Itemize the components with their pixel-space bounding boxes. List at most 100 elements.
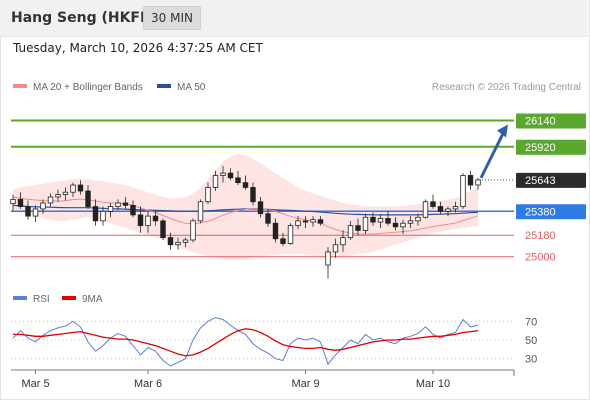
candle	[250, 182, 256, 206]
candle	[317, 216, 324, 226]
candle-body	[92, 206, 99, 222]
candle-body	[175, 241, 181, 246]
candle	[17, 192, 24, 209]
level-label-25000: 25000	[525, 252, 556, 264]
candle	[115, 199, 121, 211]
candle-body	[122, 202, 129, 206]
candle-body	[310, 219, 316, 223]
candle	[92, 199, 99, 226]
candle-body	[100, 210, 106, 222]
legend-swatch-0	[13, 84, 27, 88]
candle-body	[10, 198, 16, 204]
candle-body	[40, 202, 46, 210]
credit-text: Research © 2026 Trading Central	[432, 82, 581, 93]
candle-body	[302, 220, 309, 223]
candle	[310, 216, 316, 227]
level-tag-25380	[516, 204, 586, 220]
instrument-title: Hang Seng (HKFE)	[11, 10, 156, 26]
rsi-tick-70: 70	[525, 316, 537, 328]
candle	[272, 218, 279, 243]
time-tick-label-2: Mar 9	[291, 378, 319, 390]
candle-body	[182, 239, 189, 243]
candle	[145, 211, 151, 233]
candle-body	[280, 238, 286, 244]
candle-body	[340, 237, 346, 246]
candle	[467, 170, 474, 190]
candle	[212, 170, 219, 191]
candle-body	[272, 222, 279, 240]
candle-body	[197, 201, 204, 222]
time-axis: Mar 5 Mar 6 Mar 9 Mar 10	[11, 369, 515, 390]
candle-body	[242, 182, 249, 188]
candle-body	[332, 244, 339, 253]
level-label-26140: 26140	[525, 116, 556, 128]
candle	[385, 211, 391, 226]
legend-label-1: MA 50	[177, 82, 206, 93]
level-tag-26140	[516, 113, 586, 129]
candle-body	[250, 187, 256, 203]
chart-header: Hang Seng (HKFE) 30 MIN	[0, 0, 588, 37]
price-panel: MA 20 + Bollinger Bands MA 50 Research © 2…	[10, 82, 586, 279]
candle	[175, 237, 181, 250]
projection-arrow	[479, 130, 506, 179]
candle-body	[437, 206, 444, 212]
candle	[340, 230, 346, 252]
candle	[77, 180, 84, 195]
candle-body	[227, 172, 234, 179]
timestamp: Tuesday, March 10, 2026 4:37:25 AM CET	[13, 41, 263, 55]
candle	[362, 213, 369, 234]
candle-body	[362, 216, 369, 231]
candle	[182, 237, 189, 248]
rsi-legend-label-0: RSI	[33, 294, 50, 305]
candle	[47, 193, 54, 207]
candle-body	[130, 204, 136, 216]
candle-body	[85, 190, 91, 207]
interval-badge[interactable]: 30 MIN	[143, 6, 201, 30]
rsi-tick-30: 30	[525, 354, 537, 366]
candle	[160, 218, 166, 240]
candle-body	[190, 220, 196, 241]
candle-body	[62, 191, 69, 195]
candle	[205, 182, 211, 205]
candle-body	[160, 220, 166, 238]
candle	[475, 177, 481, 190]
candle	[302, 216, 309, 229]
candle	[107, 202, 114, 218]
candle-body	[467, 175, 474, 186]
candle-body	[430, 201, 436, 207]
candle	[370, 212, 376, 226]
candle-body	[475, 179, 481, 186]
candle	[70, 182, 76, 197]
candle	[437, 201, 444, 214]
candle-body	[55, 194, 61, 198]
candle-body	[452, 206, 459, 210]
candle	[347, 220, 354, 240]
time-tick-label-1: Mar 6	[134, 378, 162, 390]
projection-arrow-head	[497, 124, 508, 138]
candle-body	[370, 216, 376, 223]
candle-body	[460, 175, 466, 207]
candle-body	[445, 208, 451, 212]
candle-body	[377, 218, 384, 223]
candle-body	[265, 213, 271, 224]
rsi-line	[12, 317, 479, 367]
level-tag-25643	[516, 172, 586, 188]
time-tick-label-3: Mar 10	[416, 378, 450, 390]
candle	[197, 199, 204, 224]
candle	[10, 194, 16, 212]
level-label-25643: 25643	[525, 175, 556, 187]
rsi-ma-line	[13, 328, 479, 357]
candle	[100, 206, 106, 226]
candle-body	[400, 222, 406, 228]
level-tag-25920	[516, 139, 586, 155]
candle	[62, 187, 69, 201]
candle-body	[325, 251, 331, 266]
candle-body	[287, 225, 294, 244]
rsi-panel: RSI 9MA 70 50 30	[11, 294, 537, 367]
candle	[85, 185, 91, 209]
candle	[280, 232, 286, 246]
time-tick-label-0: Mar 5	[21, 378, 49, 390]
candle-body	[137, 214, 144, 227]
candle-body	[407, 220, 414, 224]
